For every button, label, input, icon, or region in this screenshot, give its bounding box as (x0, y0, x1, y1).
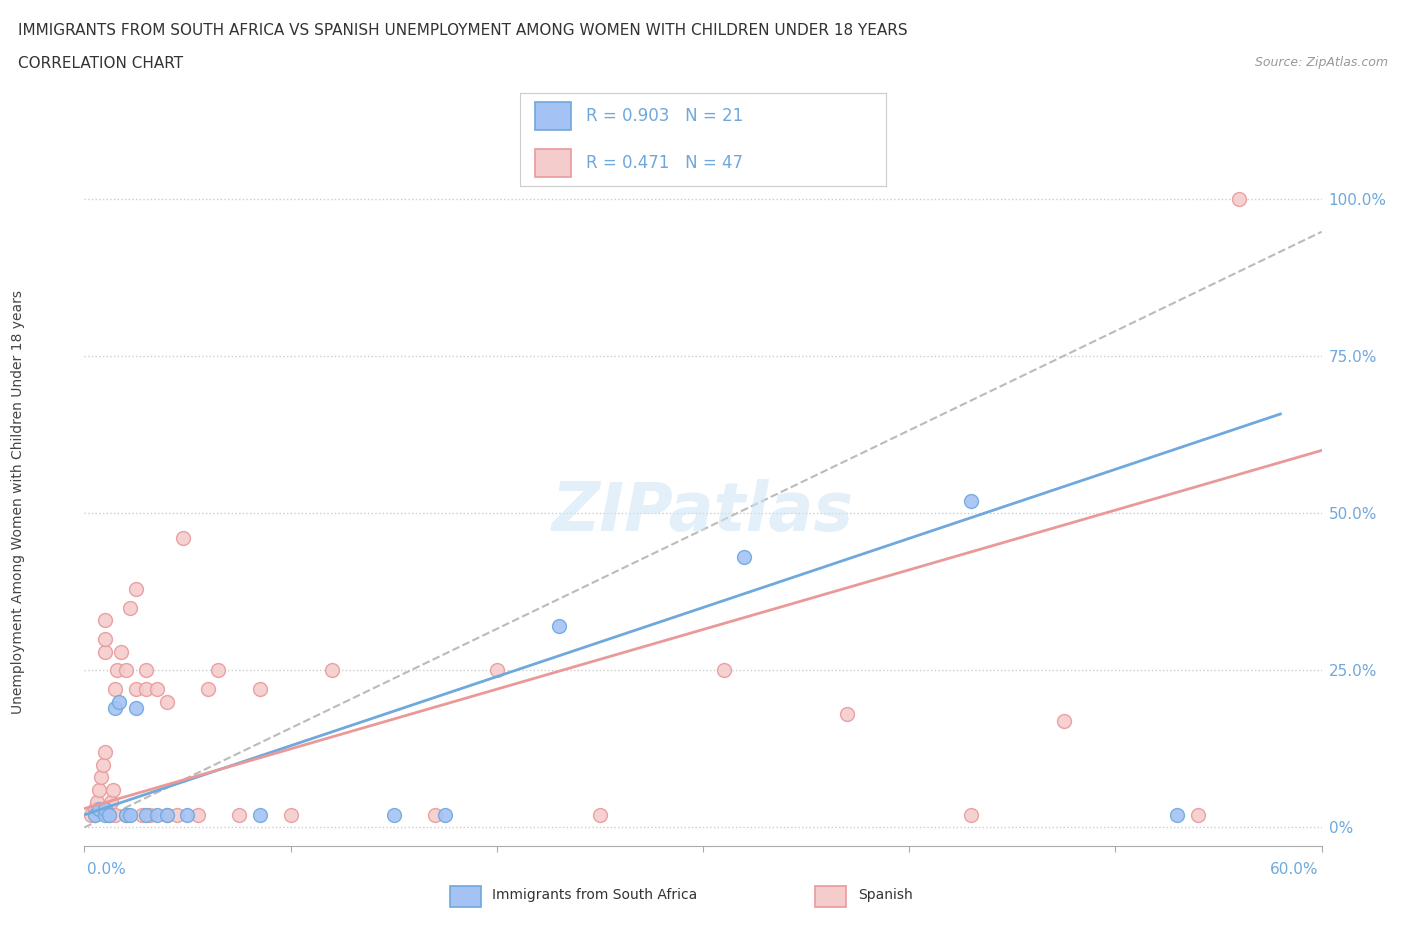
Point (94, 613, 117, 628)
Point (118, 807, 141, 822)
Point (87, 801, 110, 816)
Point (94, 745, 117, 760)
Point (960, 807, 983, 822)
Point (94, 807, 117, 822)
Point (86, 795, 108, 810)
Point (114, 807, 136, 822)
Point (108, 695, 131, 710)
Point (98, 807, 121, 822)
Point (733, 550, 755, 565)
Point (145, 807, 167, 822)
FancyBboxPatch shape (534, 149, 571, 177)
Text: ZIPatlas: ZIPatlas (553, 479, 853, 544)
Point (114, 807, 136, 822)
Point (114, 663, 136, 678)
Point (104, 807, 127, 822)
Text: R = 0.471   N = 47: R = 0.471 N = 47 (586, 153, 742, 172)
Point (197, 682, 219, 697)
Point (321, 663, 343, 678)
Point (131, 807, 153, 822)
Point (94, 631, 117, 646)
Point (1166, 807, 1188, 822)
Point (1053, 713, 1076, 728)
Point (589, 807, 612, 822)
Point (90, 770, 112, 785)
Point (434, 807, 457, 822)
Point (713, 663, 735, 678)
Point (423, 807, 446, 822)
Point (547, 619, 569, 634)
Point (172, 531, 194, 546)
Point (98, 807, 121, 822)
Point (228, 807, 250, 822)
Point (135, 663, 157, 678)
Text: Immigrants from South Africa: Immigrants from South Africa (492, 887, 697, 902)
Point (118, 600, 141, 615)
Point (280, 807, 302, 822)
Point (156, 807, 179, 822)
Point (1187, 807, 1209, 822)
Point (139, 807, 162, 822)
Point (187, 807, 209, 822)
Text: Spanish: Spanish (858, 887, 912, 902)
Point (176, 807, 198, 822)
Text: CORRELATION CHART: CORRELATION CHART (18, 56, 183, 71)
Point (135, 682, 157, 697)
Text: Unemployment Among Women with Children Under 18 years: Unemployment Among Women with Children U… (11, 290, 25, 714)
Point (79, 807, 101, 822)
FancyBboxPatch shape (534, 102, 571, 130)
Point (100, 795, 122, 810)
Point (837, 707, 859, 722)
Point (105, 663, 128, 678)
Point (382, 807, 405, 822)
Point (94, 801, 117, 816)
Point (156, 807, 179, 822)
Text: 60.0%: 60.0% (1271, 862, 1319, 877)
Point (87, 782, 110, 797)
Point (249, 807, 271, 822)
Text: 0.0%: 0.0% (87, 862, 127, 877)
Point (960, 493, 983, 508)
Point (125, 682, 148, 697)
Point (166, 807, 188, 822)
Point (135, 807, 157, 822)
Point (104, 700, 127, 715)
Point (156, 695, 179, 710)
Point (1227, 192, 1250, 206)
Point (485, 663, 508, 678)
Text: Source: ZipAtlas.com: Source: ZipAtlas.com (1254, 56, 1388, 69)
Point (249, 682, 271, 697)
Point (94, 644, 117, 659)
Point (103, 782, 125, 797)
Point (125, 581, 148, 596)
Point (125, 700, 148, 715)
Point (104, 682, 127, 697)
Point (207, 663, 229, 678)
Text: IMMIGRANTS FROM SOUTH AFRICA VS SPANISH UNEMPLOYMENT AMONG WOMEN WITH CHILDREN U: IMMIGRANTS FROM SOUTH AFRICA VS SPANISH … (18, 23, 908, 38)
Point (145, 682, 167, 697)
Point (110, 644, 132, 659)
Point (91, 757, 114, 772)
Point (83, 801, 105, 816)
Point (83, 807, 105, 822)
Text: R = 0.903   N = 21: R = 0.903 N = 21 (586, 107, 744, 126)
